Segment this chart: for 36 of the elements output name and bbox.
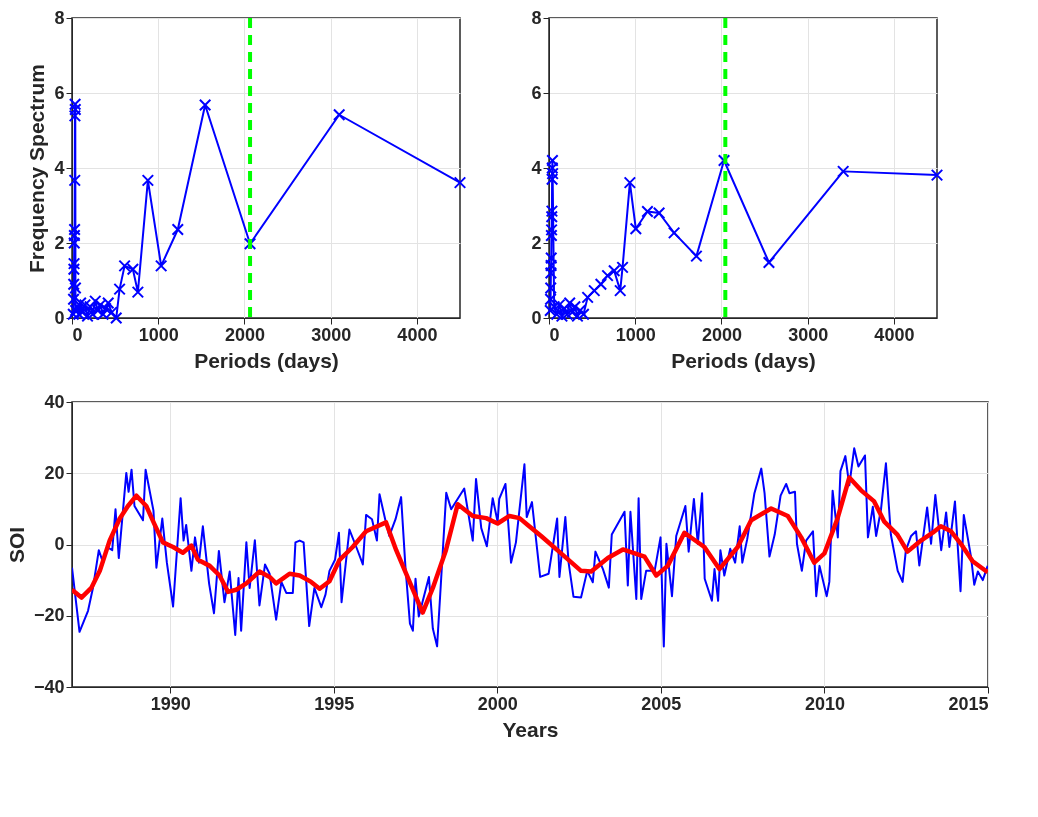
x-tick-label: 0 [549, 324, 560, 345]
y-tick-label: −40 [33, 676, 65, 697]
y-tick-label: 0 [54, 534, 65, 554]
y-tick-label: 40 [44, 391, 65, 412]
x-tick-label: 2015 [948, 693, 989, 714]
x-tick-label: 2000 [224, 324, 265, 345]
y-tick-label: 2 [531, 232, 542, 253]
x-axis-title: Periods (days) [194, 348, 339, 372]
y-tick-label: 2 [54, 232, 65, 253]
x-tick-label: 4000 [397, 324, 438, 345]
y-tick-label: 4 [531, 157, 542, 178]
x-axis-title: Periods (days) [671, 348, 816, 372]
y-axis-title: Frequency Spectrum [25, 64, 49, 273]
y-tick-label: 8 [531, 7, 542, 28]
y-tick-label: 0 [54, 307, 65, 328]
x-tick-label: 1995 [314, 693, 355, 714]
y-tick-label: 8 [54, 7, 65, 28]
x-tick-label: 3000 [788, 324, 829, 345]
x-tick-label: 2000 [477, 693, 518, 714]
x-tick-label: 2000 [701, 324, 742, 345]
x-axis-title: Years [502, 717, 559, 741]
y-tick-label: 4 [54, 157, 65, 178]
y-tick-label: −20 [33, 605, 65, 626]
x-tick-label: 1990 [150, 693, 191, 714]
x-tick-label: 2005 [641, 693, 682, 714]
y-axis-title: SOI [4, 526, 28, 564]
y-tick-label: 20 [44, 462, 65, 483]
x-tick-label: 3000 [311, 324, 352, 345]
x-tick-label: 0 [72, 324, 83, 345]
y-tick-label: 0 [531, 307, 542, 328]
x-tick-label: 1000 [615, 324, 656, 345]
x-tick-label: 2010 [804, 693, 845, 714]
x-tick-label: 4000 [874, 324, 915, 345]
y-tick-label: 6 [54, 82, 65, 103]
x-tick-label: 1000 [138, 324, 179, 345]
y-tick-label: 6 [531, 82, 542, 103]
